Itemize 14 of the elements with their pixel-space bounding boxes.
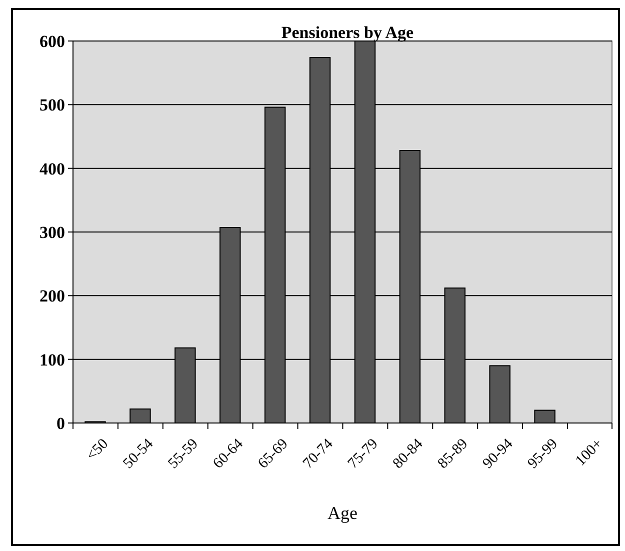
bar <box>534 410 556 424</box>
chart-title: Pensioners by Age <box>281 23 414 42</box>
x-axis-title: Age <box>328 503 358 523</box>
y-tick-label: 200 <box>40 286 65 306</box>
y-tick-label: 0 <box>56 414 65 433</box>
x-tick-label: 100+ <box>572 436 606 470</box>
bar <box>489 365 510 424</box>
y-tick-label: 500 <box>40 96 65 115</box>
y-tick-label: 400 <box>40 159 65 178</box>
x-tick-label: <50 <box>84 436 112 464</box>
y-tick-label: 600 <box>40 32 65 51</box>
y-tick-label: 300 <box>40 222 65 242</box>
bar <box>130 408 151 424</box>
y-tick-label: 100 <box>40 350 65 370</box>
